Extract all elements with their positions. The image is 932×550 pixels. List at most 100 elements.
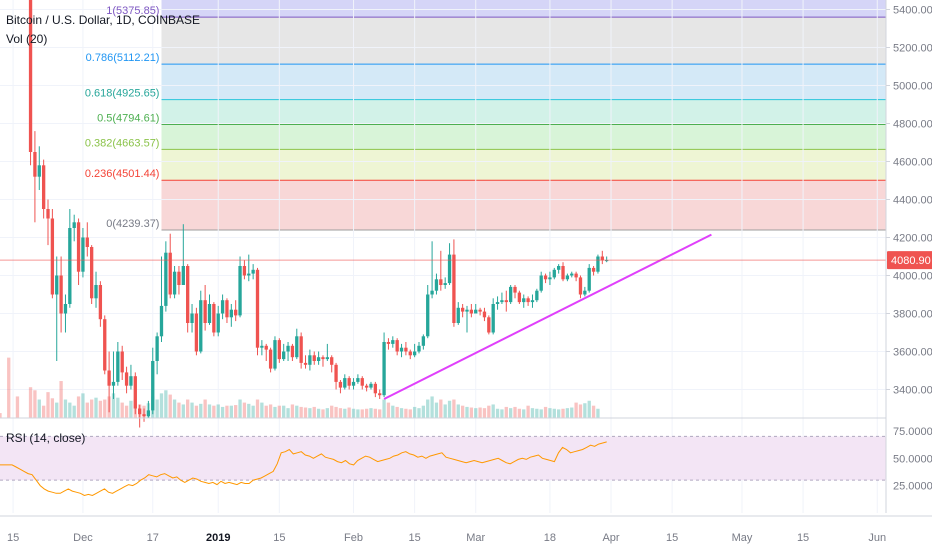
candle-body: [386, 342, 391, 344]
candle-body: [364, 385, 369, 388]
volume-bar: [325, 408, 329, 418]
rsi-pane: [0, 417, 932, 497]
candle-body: [37, 165, 41, 177]
candle-body: [159, 305, 164, 337]
candle-body: [216, 313, 220, 333]
candle-body: [578, 277, 583, 295]
volume-bar: [255, 399, 260, 418]
volume-bar: [37, 399, 41, 418]
volume-bar: [199, 403, 203, 418]
volume-bar: [247, 403, 251, 418]
candle-body: [116, 351, 120, 382]
candle-body: [447, 254, 452, 284]
volume-bar: [591, 405, 596, 418]
candle-body: [181, 266, 185, 285]
volume-bar: [111, 393, 116, 418]
candle-body: [286, 345, 290, 352]
candle-body: [513, 286, 517, 293]
volume-bar: [242, 402, 247, 418]
volume-bar: [474, 408, 478, 418]
volume-bar: [124, 405, 129, 418]
volume-bar: [526, 405, 530, 418]
candle-body: [583, 290, 587, 295]
volume-bar: [439, 399, 443, 418]
candle-body: [186, 266, 190, 323]
volume-bar: [482, 408, 487, 418]
time-tick-label: Mar: [466, 532, 485, 544]
volume-bar: [216, 404, 220, 418]
candle-body: [290, 345, 295, 358]
last-price-tag: [887, 251, 932, 270]
candle-body: [434, 279, 439, 291]
candle-body: [33, 152, 37, 177]
candle-body: [94, 285, 98, 299]
candle-body: [111, 381, 116, 386]
volume-bar: [478, 407, 482, 418]
volume-bar: [238, 399, 242, 418]
volume-bar: [46, 392, 50, 418]
candle-body: [570, 273, 574, 276]
candle-body: [439, 279, 443, 285]
volume-bar: [59, 381, 63, 418]
candle-body: [190, 313, 194, 323]
rsi-tick-label: 75.0000: [893, 426, 932, 438]
volume-bar: [469, 407, 474, 418]
volume-bar: [72, 405, 76, 418]
candle-body: [98, 285, 103, 320]
candle-body: [517, 292, 522, 303]
volume-bar: [378, 409, 382, 418]
volume-bar: [28, 387, 33, 418]
volume-bar: [295, 405, 299, 418]
volume-bar: [412, 406, 417, 418]
candle-body: [273, 340, 277, 369]
candle-body: [491, 304, 495, 333]
candle-body: [421, 336, 426, 346]
volume-bar: [94, 397, 98, 418]
candle-body: [203, 300, 207, 323]
candle-body: [347, 378, 351, 386]
rsi-tick-label: 25.0000: [893, 481, 932, 493]
candle-body: [382, 342, 386, 396]
volume-bar: [386, 402, 391, 418]
time-tick-label: 17: [147, 532, 159, 544]
candle-body: [81, 237, 85, 272]
volume-bar: [391, 405, 395, 418]
symbol-title[interactable]: Bitcoin / U.S. Dollar, 1D, COINBASE: [6, 13, 201, 27]
candle-body: [474, 309, 478, 314]
fib-zone: [161, 124, 887, 150]
volume-bar: [570, 407, 574, 418]
volume-bar: [321, 409, 325, 418]
volume-bar: [543, 406, 548, 418]
candle-body: [234, 309, 238, 316]
volume-bar: [369, 408, 373, 418]
volume-bar: [81, 393, 85, 418]
volume-bar: [190, 402, 194, 418]
candle-body: [151, 361, 155, 411]
volume-bar: [561, 408, 565, 418]
candle-body: [456, 307, 460, 323]
volume-indicator-label[interactable]: Vol (20): [6, 32, 48, 46]
candlestick-series: [28, 0, 609, 428]
volume-bar: [207, 404, 212, 418]
volume-bar: [234, 405, 238, 418]
time-tick-label: 2019: [206, 532, 230, 544]
candle-body: [199, 300, 203, 352]
volume-bar: [0, 413, 2, 418]
candle-body: [260, 345, 264, 348]
price-tick-label: 4600.00: [893, 157, 932, 169]
volume-bar: [535, 408, 539, 418]
volume-bar: [373, 408, 378, 418]
candle-body: [369, 383, 373, 388]
volume-bar: [41, 405, 46, 418]
candle-body: [50, 218, 55, 295]
rsi-indicator-label[interactable]: RSI (14, close): [6, 431, 86, 445]
volume-bar: [360, 409, 364, 418]
candle-body: [343, 378, 347, 388]
volume-bar: [421, 405, 426, 418]
volume-bar: [85, 402, 89, 418]
candle-body: [587, 267, 591, 291]
candle-body: [172, 271, 177, 295]
candle-body: [443, 283, 447, 285]
volume-bar: [500, 409, 504, 418]
volume-bar: [98, 400, 103, 418]
